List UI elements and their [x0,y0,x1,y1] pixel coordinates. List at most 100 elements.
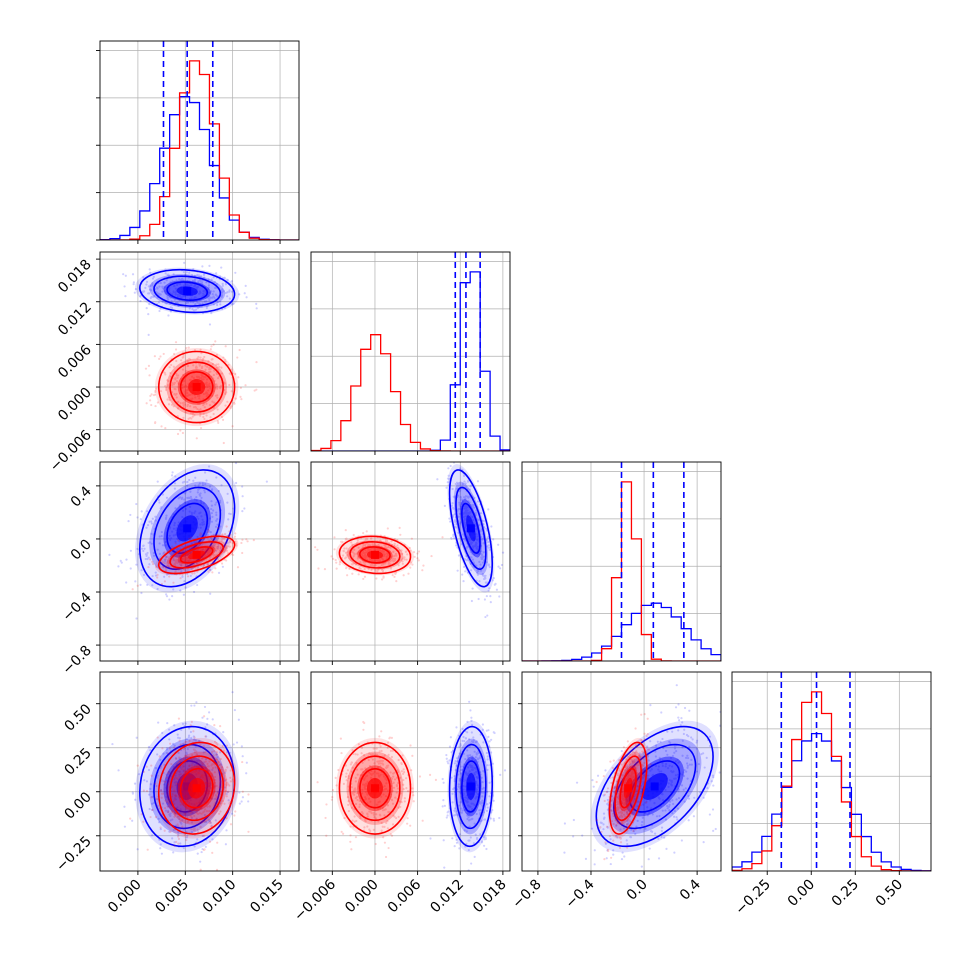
histogram-series-1 [100,60,299,240]
x-tick-label: −0.8 [509,877,544,912]
panel-frame [310,461,511,662]
contour-line [157,350,236,424]
contour-line [614,755,642,822]
y-tick-label: −0.25 [53,833,95,875]
contour-line [139,268,236,314]
y-tick-label: 0.006 [55,342,95,382]
density-peak [192,383,201,392]
panel-2-2 [521,461,722,665]
contour-line [613,743,697,830]
x-tick-label: 0.015 [247,877,287,917]
panel-frame [99,671,300,872]
contour-line [338,741,412,835]
histogram-series-1 [522,481,721,661]
x-tick-label: −0.006 [291,876,339,924]
panel-2-0: 0.4 0.0 −0.4 −0.8 [59,461,300,678]
density-peak [624,784,633,793]
panel-3-0: 0.000 0.005 0.010 0.015 0.50 0.25 0.00 −0.25 [53,671,300,917]
samples-series-1 [129,715,250,871]
contour-line [455,486,487,570]
x-tick-label: 0.006 [385,876,425,916]
samples-series-0 [563,684,721,868]
panel-frame [521,671,722,872]
contour-line [153,743,222,830]
contour-line [157,741,236,835]
contour-line [595,725,714,848]
panel-3-2: −0.8 −0.4 0.0 0.4 [509,671,722,912]
density-peak [650,782,659,791]
x-tick-label: 0.012 [427,877,467,917]
contour-line [166,502,209,554]
contour-line [455,743,487,830]
density-peak [183,524,192,533]
x-tick-label: 0.000 [342,877,382,917]
density-peak [192,550,201,559]
x-tick-label: 0.005 [152,877,192,917]
contour-line [169,361,224,413]
panel-3-1: −0.006 0.000 0.006 0.012 0.018 [291,671,511,924]
y-tick-label: −0.006 [47,427,95,475]
y-tick-label: 0.0 [68,536,95,563]
panel-frame [310,671,511,872]
contour-line [169,755,224,822]
density-peak [370,550,379,559]
x-tick-label: 0.000 [105,877,145,917]
samples-series-0 [122,261,258,337]
panel-frame [99,461,300,662]
contour-line [359,767,391,809]
contour-line [461,502,481,554]
y-tick-label: −0.8 [59,643,94,678]
x-tick-label: 0.25 [829,877,862,910]
contour-line [461,760,481,813]
density-peak [192,784,201,793]
density-peak [370,784,379,793]
panel-1-1 [310,251,511,455]
contour-line [359,546,391,564]
contour-line [448,469,494,588]
panel-frame [99,251,300,452]
contour-line [166,281,209,301]
x-tick-label: −0.4 [562,876,597,911]
panel-frame [521,461,722,662]
x-tick-label: 0.00 [785,877,818,910]
panel-0-0 [96,40,300,244]
contour-line [179,546,214,564]
y-tick-label: 0.000 [55,385,95,425]
density-peak [183,782,192,791]
contour-line [448,725,494,848]
density-peak [466,524,475,533]
x-tick-label: 0.018 [470,877,510,917]
y-tick-label: 0.00 [61,789,94,822]
samples-series-0 [436,462,505,619]
panel-3-3: −0.25 0.00 0.25 0.50 [731,671,932,918]
panel-2-1 [307,461,511,665]
contour-line [169,541,224,569]
contour-line [179,371,214,403]
contour-line [153,275,222,307]
density-peak [466,782,475,791]
contour-line [179,767,214,809]
y-tick-label: 0.018 [55,257,95,297]
contour-line [166,760,209,813]
panel-frame [731,671,932,872]
x-tick-label: 0.4 [677,876,704,903]
y-tick-label: 0.25 [61,745,94,778]
x-tick-label: 0.0 [624,877,651,904]
contour-line [349,541,401,569]
y-tick-label: −0.4 [59,589,94,624]
y-tick-label: 0.012 [55,299,95,339]
panel-frame [99,40,300,241]
contour-line [608,741,648,835]
contour-line [349,755,401,822]
contour-line [338,535,412,575]
y-tick-label: 0.50 [61,701,94,734]
x-tick-label: 0.010 [200,877,240,917]
x-tick-label: 0.50 [873,877,906,910]
panel-frame [310,251,511,452]
y-tick-label: 0.4 [68,483,95,510]
contour-line [157,535,236,575]
density-peak [183,287,192,296]
histogram-series-0 [100,96,299,240]
